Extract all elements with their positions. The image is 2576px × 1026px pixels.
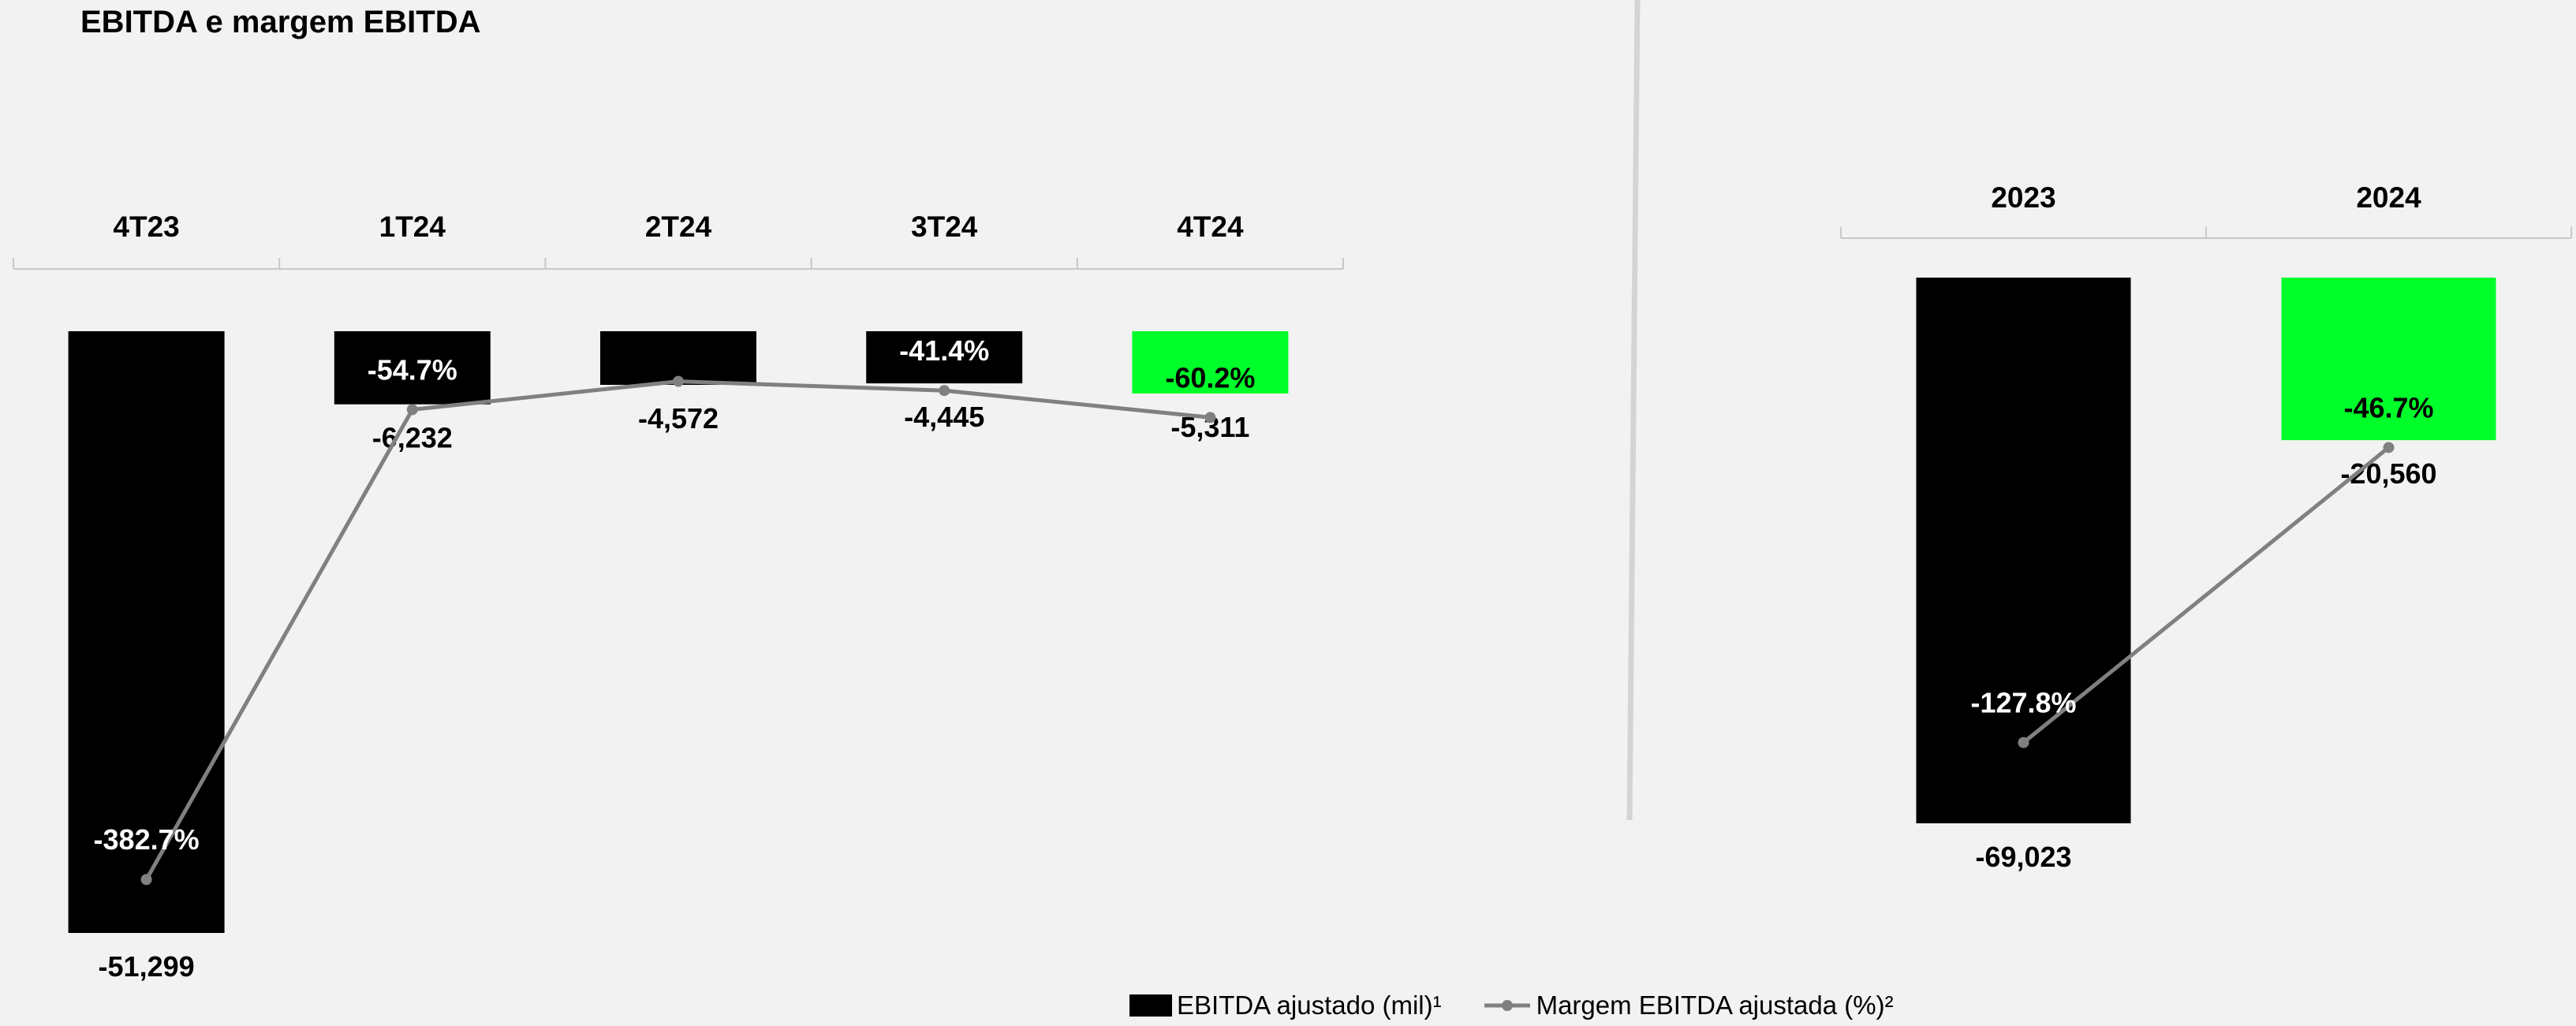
margin-point [673,375,684,387]
bar-value-label: -69,023 [1975,841,2071,873]
margin-value-label: -60.2% [1165,361,1255,394]
margin-point [406,404,418,416]
margin-point [140,874,152,886]
bar [2281,278,2496,441]
legend-line-swatch [1484,1000,1530,1011]
margin-value-label: -54.7% [368,353,457,386]
legend: EBITDA ajustado (mil)¹ Margem EBITDA aju… [1129,991,1894,1020]
bar [334,331,491,405]
category-label: 2T24 [645,211,712,243]
legend-bar-label: EBITDA ajustado (mil)¹ [1177,991,1442,1020]
margin-point [1204,412,1216,423]
panel-divider [1626,0,1641,821]
chart-title: EBITDA e margem EBITDA [80,5,481,39]
bar [1132,331,1289,394]
legend-line-label: Margem EBITDA ajustada (%)² [1536,991,1894,1020]
margin-line [144,379,1211,881]
bar [68,331,225,933]
category-label: 4T24 [1177,211,1244,243]
category-label: 3T24 [911,211,978,243]
category-label: 4T23 [113,211,179,243]
bar [1916,278,2131,823]
bar [866,331,1023,384]
category-label: 2023 [1991,181,2055,214]
margin-value-label: -127.8% [1970,687,2076,719]
bar-value-label: -51,299 [99,950,195,983]
margin-point [2018,737,2029,748]
category-label: 2024 [2356,181,2421,214]
bar-value-label: -6,232 [372,422,453,454]
margin-point [2383,442,2395,453]
legend-bar-swatch [1129,994,1172,1017]
margin-value-label: -46.7% [2343,391,2433,423]
margin-value-label: -35.0% [633,326,723,358]
margin-value-label: -382.7% [94,823,200,856]
bar-value-label: -4,572 [638,402,719,435]
margin-value-label: -41.4% [899,334,989,367]
margin-point [939,385,950,397]
category-label: 1T24 [379,211,446,243]
margin-line [2022,446,2391,744]
bar-value-label: -4,445 [904,401,984,433]
